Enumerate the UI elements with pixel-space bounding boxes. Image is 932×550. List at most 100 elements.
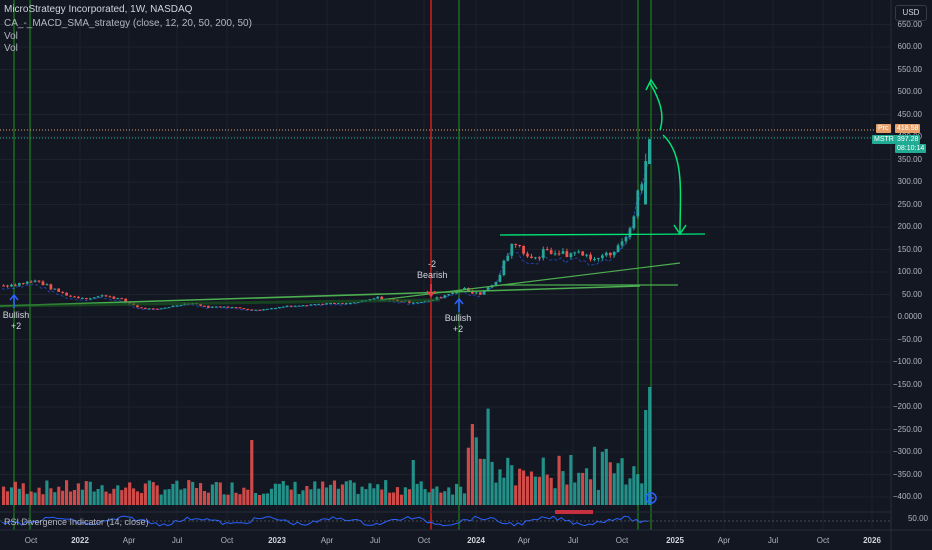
time-tick-label: Oct xyxy=(417,536,431,545)
volume-bar xyxy=(466,447,470,505)
volume-bar xyxy=(336,488,340,505)
price-tick-label: 100.00 xyxy=(897,267,922,276)
volume-bar xyxy=(419,481,423,505)
volume-bar xyxy=(368,483,372,505)
volume-bar xyxy=(80,489,84,505)
pullback-arrow xyxy=(662,134,682,233)
volume-bar xyxy=(171,483,175,505)
volume-bar xyxy=(135,491,140,505)
plus-icon-cross xyxy=(648,495,654,501)
candle-body xyxy=(230,307,234,309)
candle-body xyxy=(352,302,356,304)
candle-body xyxy=(238,307,242,309)
volume-bar xyxy=(490,461,494,505)
candle-body xyxy=(226,306,230,308)
volume-label-2[interactable]: Vol xyxy=(4,43,18,54)
candle-body xyxy=(84,298,88,299)
breakout-resistance-line xyxy=(499,233,706,236)
volume-bar xyxy=(116,485,120,505)
volume-bar xyxy=(431,488,435,505)
volume-bar xyxy=(139,493,144,505)
volume-bar xyxy=(151,482,155,505)
candle-body xyxy=(88,298,92,300)
candle-body xyxy=(423,301,427,303)
bearish-arrow-icon xyxy=(426,284,436,298)
candle-body xyxy=(522,245,525,254)
candle-body xyxy=(41,281,45,286)
volume-bar xyxy=(533,476,537,505)
candle-body xyxy=(344,303,348,305)
candle-body xyxy=(285,305,289,307)
candle-body xyxy=(447,294,451,296)
candle-body xyxy=(313,304,317,306)
candle-body xyxy=(325,303,328,305)
volume-bar xyxy=(100,485,104,505)
volume-bar xyxy=(407,489,411,505)
volume-bar xyxy=(439,492,443,505)
candle-body xyxy=(305,305,309,307)
price-tick-label: −150.00 xyxy=(892,379,922,389)
volume-bar xyxy=(265,493,270,505)
volume-bar xyxy=(57,486,61,505)
candle-body xyxy=(589,254,592,260)
volume-bar xyxy=(510,465,514,505)
volume-bar xyxy=(462,493,467,505)
candle-body xyxy=(628,228,632,238)
candle-body xyxy=(644,161,648,185)
candle-body xyxy=(92,297,96,299)
candle-body xyxy=(538,257,541,259)
volume-bar xyxy=(380,489,384,505)
volume-bar xyxy=(195,488,199,505)
price-tick-label: −50.00 xyxy=(897,334,922,344)
volume-bar xyxy=(427,492,431,505)
candle-body xyxy=(270,308,273,310)
volume-bar xyxy=(5,491,10,505)
volume-bar xyxy=(435,486,439,505)
time-tick-label: Oct xyxy=(615,536,629,545)
volume-bar xyxy=(628,478,632,505)
volume-bar xyxy=(372,488,376,505)
price-tick-label: −250.00 xyxy=(892,424,922,434)
indicator-label[interactable]: CA_-_MACD_SMA_strategy (close, 12, 20, 5… xyxy=(4,18,252,29)
last-price-tag: 397.28 xyxy=(895,135,921,144)
candle-body xyxy=(341,303,344,305)
volume-bar xyxy=(69,491,73,505)
volume-bar xyxy=(301,490,305,505)
time-tick-label: 2025 xyxy=(666,536,684,545)
price-tick-label: −100.00 xyxy=(892,357,922,366)
candle-body xyxy=(541,249,545,259)
volume-bar xyxy=(238,494,242,505)
volume-bar xyxy=(329,484,333,505)
candle-body xyxy=(482,290,486,295)
volume-bar xyxy=(644,410,648,505)
candle-body xyxy=(329,303,332,304)
volume-bar xyxy=(246,489,250,505)
symbol-tag: MSTR xyxy=(872,135,896,144)
candle-body xyxy=(632,216,636,229)
volume-bar xyxy=(21,483,25,505)
volume-bar xyxy=(33,492,37,505)
time-tick-label: Jul xyxy=(369,536,381,545)
volume-bar xyxy=(541,457,545,505)
price-tick-label: 300.00 xyxy=(897,177,922,186)
candle-body xyxy=(415,302,419,304)
candle-body xyxy=(29,281,33,283)
volume-bar xyxy=(553,488,557,505)
volume-bar xyxy=(376,484,380,505)
rsi-indicator-label[interactable]: RSI Divergence Indicator (14, close) xyxy=(4,517,149,527)
candle-body xyxy=(463,288,466,290)
candle-body xyxy=(203,305,206,307)
volume-bar xyxy=(494,482,498,505)
volume-label-1[interactable]: Vol xyxy=(4,31,18,42)
volume-bar xyxy=(332,480,337,505)
candle-body xyxy=(411,302,415,304)
candle-body xyxy=(569,253,573,258)
volume-bar xyxy=(143,483,147,505)
volume-bar xyxy=(76,483,80,505)
time-tick-label: Oct xyxy=(220,536,234,545)
prev-close-symbol-tag: Prc xyxy=(876,124,891,133)
currency-button[interactable]: USD xyxy=(895,5,927,21)
candle-body xyxy=(451,292,455,294)
volume-bar xyxy=(104,491,108,505)
